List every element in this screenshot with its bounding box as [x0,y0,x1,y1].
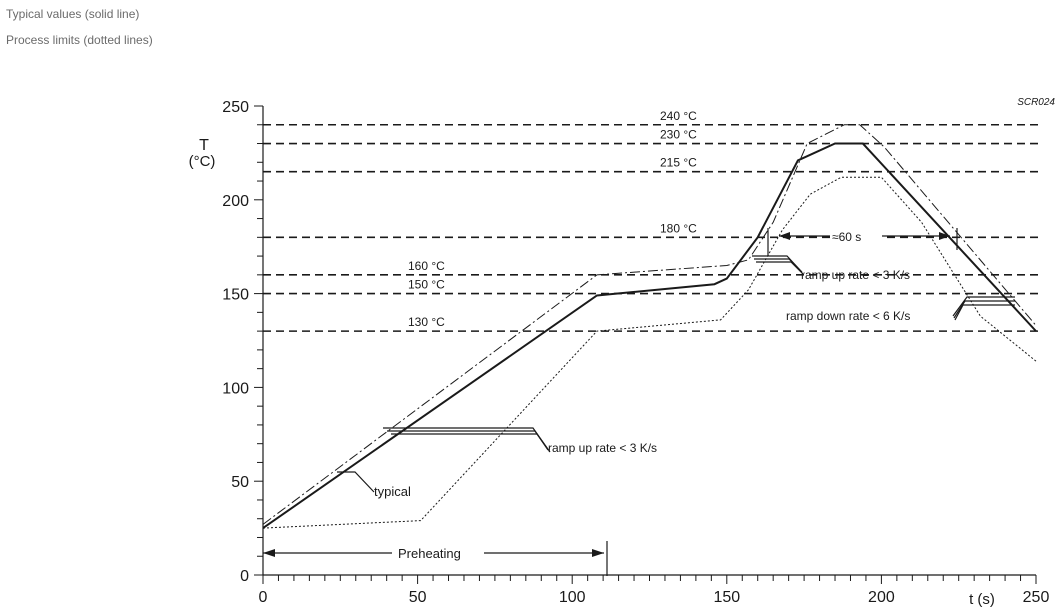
preheating-label: Preheating [398,546,461,561]
legend-typical-values: Typical values (solid line) [6,7,140,21]
ref-label-160: 160 °C [408,259,445,273]
y-tick-label-250: 250 [222,99,249,116]
ramp-up-marker-2 [752,255,804,275]
y-tick-label-100: 100 [222,380,249,397]
series-line-dashdot [262,124,1037,525]
ramp-down-label: ramp down rate < 6 K/s [786,309,910,323]
y-tick-label-150: 150 [222,287,249,304]
y-axis-unit: (°C) [189,153,216,170]
reference-lines: 240 °C 230 °C 215 °C 180 °C 160 °C 150 °C 130 … [263,109,1043,332]
annotations: typical ramp up rate < 3 K/s ramp up rat… [263,97,1055,576]
x-tick-label-250: 250 [1023,589,1050,606]
ref-label-240: 240 °C [660,109,697,123]
y-tick-label-50: 50 [231,474,249,491]
chart-code: SCR024 [1017,97,1055,108]
typical-label: typical [374,484,411,499]
ramp-down-marker [952,296,1015,321]
y-tick-label-0: 0 [240,568,249,585]
series-line-solid [262,142,1037,529]
x-tick-label-50: 50 [409,589,427,606]
ref-label-215: 215 °C [660,156,697,170]
ref-label-230: 230 °C [660,128,697,142]
x-tick-label-200: 200 [868,589,895,606]
x-axis-label: t (s) [969,591,995,607]
typical-pointer [337,471,375,493]
x-tick-label-150: 150 [713,589,740,606]
x-tick-label-100: 100 [559,589,586,606]
series-line-dotted [262,176,1037,529]
legend-process-limits: Process limits (dotted lines) [6,33,153,47]
series-lines [262,124,1037,529]
duration-label: ≈60 s [832,230,861,244]
ref-label-180: 180 °C [660,221,697,235]
ref-label-130: 130 °C [408,315,445,329]
ref-label-150: 150 °C [408,278,445,292]
ramp-up-marker-1 [383,427,551,453]
axes: 0 50 100 150 200 250 0 50 100 150 200 250 T(°C) t (s) [189,99,1050,607]
ramp-up-label-2: ramp up rate < 3 K/s [801,268,910,282]
y-tick-label-200: 200 [222,193,249,210]
ramp-up-label-1: ramp up rate < 3 K/s [548,441,657,455]
x-tick-label-0: 0 [259,589,268,606]
y-axis-label: T [199,137,209,154]
